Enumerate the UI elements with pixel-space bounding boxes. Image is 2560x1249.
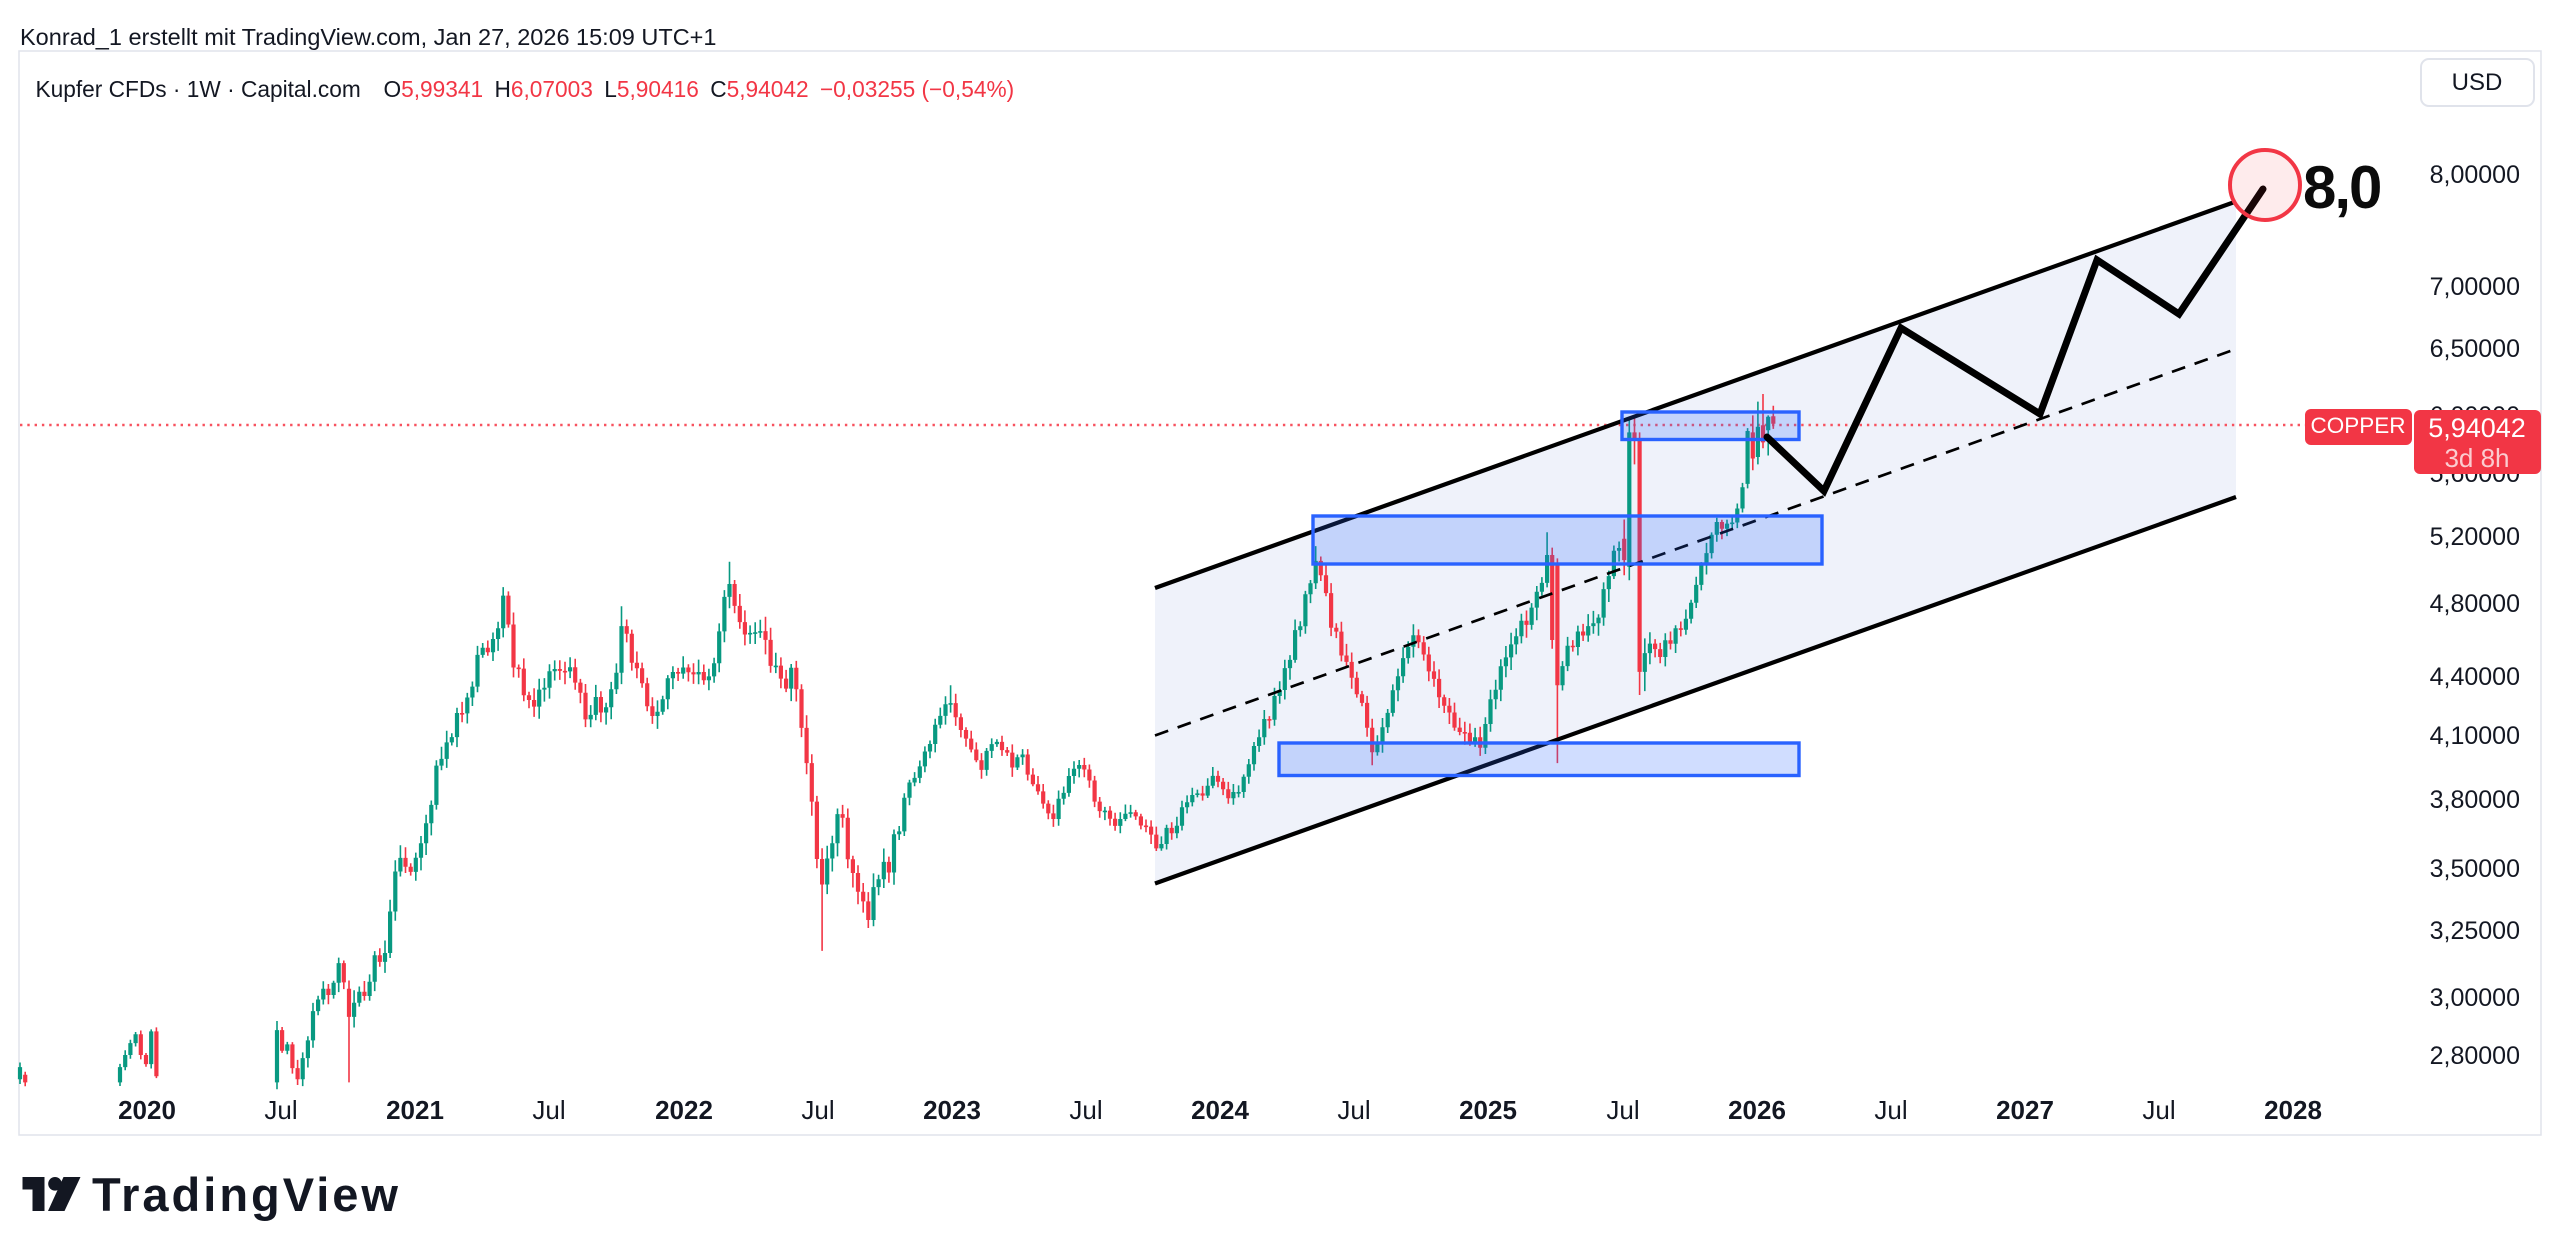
svg-text:2027: 2027 xyxy=(1996,1095,2054,1125)
svg-text:Jul: Jul xyxy=(532,1095,565,1125)
svg-text:3,00000: 3,00000 xyxy=(2430,984,2520,1012)
svg-text:5,20000: 5,20000 xyxy=(2430,523,2520,551)
svg-text:Jul: Jul xyxy=(1069,1095,1102,1125)
svg-text:2028: 2028 xyxy=(2264,1095,2322,1125)
svg-text:5,94042: 5,94042 xyxy=(2428,413,2526,443)
svg-text:8,0: 8,0 xyxy=(2303,154,2380,221)
svg-text:Jul: Jul xyxy=(1606,1095,1639,1125)
svg-text:4,80000: 4,80000 xyxy=(2430,590,2520,618)
svg-text:Jul: Jul xyxy=(1874,1095,1907,1125)
svg-text:3,80000: 3,80000 xyxy=(2430,786,2520,814)
svg-text:Kupfer CFDs · 1W · Capital.com: Kupfer CFDs · 1W · Capital.com O5,99341 … xyxy=(36,76,1015,102)
svg-text:6,50000: 6,50000 xyxy=(2430,335,2520,363)
svg-text:Jul: Jul xyxy=(2142,1095,2175,1125)
svg-text:3d 8h: 3d 8h xyxy=(2444,443,2509,473)
svg-text:2,80000: 2,80000 xyxy=(2430,1042,2520,1070)
svg-text:2022: 2022 xyxy=(655,1095,713,1125)
svg-text:COPPER: COPPER xyxy=(2310,413,2405,438)
svg-text:3,50000: 3,50000 xyxy=(2430,855,2520,883)
svg-text:4,10000: 4,10000 xyxy=(2430,722,2520,750)
svg-text:Jul: Jul xyxy=(1337,1095,1370,1125)
svg-text:3,25000: 3,25000 xyxy=(2430,917,2520,945)
svg-text:8,00000: 8,00000 xyxy=(2430,161,2520,189)
svg-text:Jul: Jul xyxy=(264,1095,297,1125)
svg-text:2023: 2023 xyxy=(923,1095,981,1125)
svg-text:2024: 2024 xyxy=(1191,1095,1249,1125)
svg-text:2020: 2020 xyxy=(118,1095,176,1125)
svg-text:USD: USD xyxy=(2452,69,2503,96)
svg-text:2026: 2026 xyxy=(1728,1095,1786,1125)
svg-text:7,00000: 7,00000 xyxy=(2430,273,2520,301)
svg-text:TradingView: TradingView xyxy=(92,1168,401,1221)
svg-text:2025: 2025 xyxy=(1459,1095,1517,1125)
svg-text:4,40000: 4,40000 xyxy=(2430,663,2520,691)
svg-text:2021: 2021 xyxy=(386,1095,444,1125)
svg-text:Konrad_1 erstellt mit TradingV: Konrad_1 erstellt mit TradingView.com, J… xyxy=(20,24,716,50)
svg-text:Jul: Jul xyxy=(801,1095,834,1125)
